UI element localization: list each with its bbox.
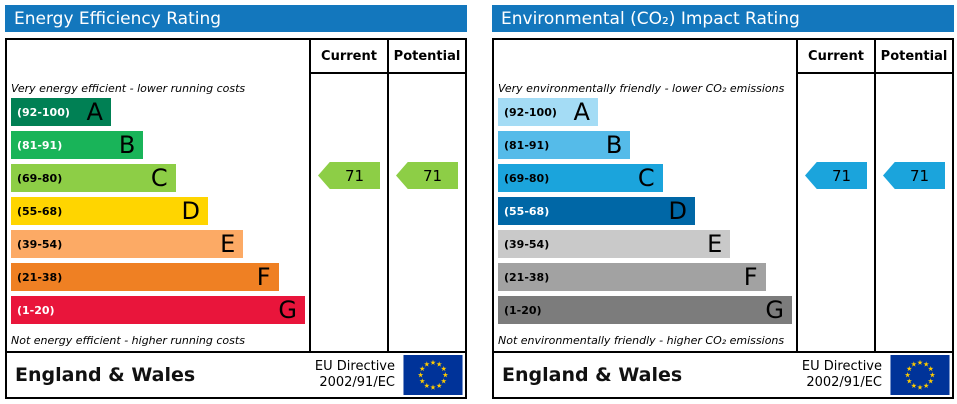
band-c-range: (69-80) [504, 171, 550, 185]
potential-rating-arrow: 71 [883, 162, 945, 189]
band-c-bar: (69-80) C [498, 164, 663, 192]
band-a-range: (92-100) [504, 105, 557, 119]
bottom-caption: Not environmentally friendly - higher CO… [498, 333, 785, 347]
current-column-header: Current [798, 40, 874, 74]
band-e-range: (39-54) [17, 237, 63, 251]
eu-flag-icon [890, 355, 950, 395]
band-g-letter: G [278, 296, 297, 324]
band-b-bar: (81-91) B [11, 131, 144, 159]
current-rating-arrow: 71 [318, 162, 380, 189]
band-e-letter: E [220, 230, 236, 258]
band-c-letter: C [150, 164, 168, 192]
current-column-header: Current [311, 40, 387, 74]
band-d-letter: D [668, 197, 687, 225]
band-d-bar: (55-68) D [498, 197, 695, 225]
potential-column: Potential 71 [387, 40, 465, 351]
band-a-letter: A [573, 98, 590, 126]
current-column: Current 71 [309, 40, 387, 351]
band-g-bar: (1-20) G [11, 296, 305, 324]
band-c-bar: (69-80) C [11, 164, 176, 192]
band-f-letter: F [256, 263, 271, 291]
band-row-f: (21-38) F [498, 263, 792, 296]
band-row-d: (55-68) D [498, 197, 792, 230]
bottom-caption: Not energy efficient - higher running co… [11, 333, 245, 347]
band-row-g: (1-20) G [498, 296, 792, 329]
eu-flag-icon [403, 355, 463, 395]
current-rating-arrow: 71 [805, 162, 867, 189]
potential-column-header: Potential [876, 40, 952, 74]
band-a-letter: A [86, 98, 103, 126]
top-caption: Very environmentally friendly - lower CO… [498, 82, 785, 95]
band-c-range: (69-80) [17, 171, 63, 185]
environmental-impact-chart: Very environmentally friendly - lower CO… [492, 38, 954, 399]
band-row-c: (69-80) C [498, 164, 792, 197]
band-b-range: (81-91) [504, 138, 550, 152]
potential-rating-value: 71 [422, 166, 443, 185]
band-row-a: (92-100) A [498, 98, 792, 131]
band-f-bar: (21-38) F [498, 263, 766, 291]
energy-efficiency-panel: Energy Efficiency Rating Very energy eff… [5, 5, 467, 399]
potential-column: Potential 71 [874, 40, 952, 351]
environmental-impact-title: Environmental (CO₂) Impact Rating [492, 5, 954, 32]
band-a-range: (92-100) [17, 105, 70, 119]
band-d-range: (55-68) [504, 204, 550, 218]
band-row-g: (1-20) G [11, 296, 305, 329]
band-b-letter: B [118, 131, 136, 159]
band-e-range: (39-54) [504, 237, 550, 251]
band-row-f: (21-38) F [11, 263, 305, 296]
band-b-letter: B [605, 131, 623, 159]
chart-footer: England & Wales EU Directive 2002/91/EC [494, 351, 952, 397]
region-label: England & Wales [15, 364, 196, 386]
band-f-bar: (21-38) F [11, 263, 279, 291]
band-d-letter: D [181, 197, 200, 225]
potential-column-header: Potential [389, 40, 465, 74]
band-row-e: (39-54) E [11, 230, 305, 263]
band-column: Very energy efficient - lower running co… [7, 40, 309, 351]
band-row-b: (81-91) B [498, 131, 792, 164]
band-b-bar: (81-91) B [498, 131, 631, 159]
eu-directive-label: EU Directive 2002/91/EC [314, 358, 395, 390]
band-g-bar: (1-20) G [498, 296, 792, 324]
band-g-range: (1-20) [17, 303, 55, 317]
top-caption: Very energy efficient - lower running co… [11, 82, 246, 95]
band-b-range: (81-91) [17, 138, 63, 152]
potential-rating-arrow: 71 [396, 162, 458, 189]
chart-footer: England & Wales EU Directive 2002/91/EC [7, 351, 465, 397]
band-row-d: (55-68) D [11, 197, 305, 230]
region-label: England & Wales [502, 364, 683, 386]
potential-rating-value: 71 [909, 166, 930, 185]
current-column: Current 71 [796, 40, 874, 351]
band-g-range: (1-20) [504, 303, 542, 317]
band-row-a: (92-100) A [11, 98, 305, 131]
band-e-bar: (39-54) E [498, 230, 731, 258]
band-d-range: (55-68) [17, 204, 63, 218]
band-row-b: (81-91) B [11, 131, 305, 164]
band-row-c: (69-80) C [11, 164, 305, 197]
band-e-letter: E [707, 230, 723, 258]
band-a-bar: (92-100) A [498, 98, 598, 126]
band-c-letter: C [637, 164, 655, 192]
band-e-bar: (39-54) E [11, 230, 244, 258]
band-row-e: (39-54) E [498, 230, 792, 263]
current-rating-value: 71 [344, 166, 365, 185]
energy-efficiency-title: Energy Efficiency Rating [5, 5, 467, 32]
band-f-range: (21-38) [504, 270, 550, 284]
current-rating-value: 71 [831, 166, 852, 185]
energy-efficiency-chart: Very energy efficient - lower running co… [5, 38, 467, 399]
band-d-bar: (55-68) D [11, 197, 208, 225]
band-f-letter: F [743, 263, 758, 291]
eu-directive-label: EU Directive 2002/91/EC [801, 358, 882, 390]
band-a-bar: (92-100) A [11, 98, 111, 126]
band-g-letter: G [765, 296, 784, 324]
band-column: Very environmentally friendly - lower CO… [494, 40, 796, 351]
band-f-range: (21-38) [17, 270, 63, 284]
environmental-impact-panel: Environmental (CO₂) Impact Rating Very e… [492, 5, 954, 399]
